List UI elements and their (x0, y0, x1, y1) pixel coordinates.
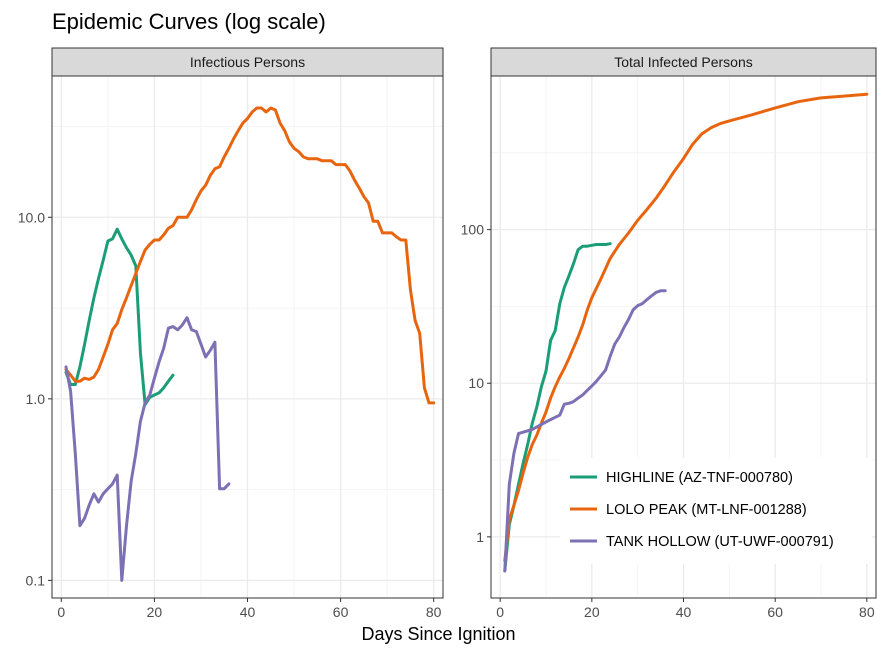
x-tick-label: 0 (496, 604, 504, 620)
series-line-lolo (503, 92, 869, 563)
series-line-tank (503, 289, 667, 573)
legend-background (560, 458, 872, 564)
x-tick-label: 40 (240, 604, 256, 620)
x-tick-label: 0 (57, 604, 65, 620)
legend: HIGHLINE (AZ-TNF-000780) LOLO PEAK (MT-LN… (560, 458, 872, 564)
y-tick-label: 1.0 (26, 391, 46, 407)
x-tick-label: 80 (859, 604, 875, 620)
x-tick-label: 60 (767, 604, 783, 620)
series-line-highline (64, 227, 175, 407)
legend-label: LOLO PEAK (MT-LNF-001288) (606, 502, 807, 518)
series-line-lolo (64, 106, 436, 405)
x-tick-label: 20 (584, 604, 600, 620)
chart-svg: Infectious Persons 0 20 40 60 80 0.1 1.0 10.0 To… (18, 47, 877, 620)
strip-title: Infectious Persons (190, 54, 305, 70)
strip-header (51, 47, 444, 77)
y-tick-label: 1 (476, 529, 484, 545)
y-tick-label: 0.1 (26, 572, 46, 588)
panel-infectious-persons: Infectious Persons 0 20 40 60 80 0.1 1.0 10.0 (18, 47, 444, 620)
x-tick-label: 80 (426, 604, 442, 620)
x-tick-label: 60 (333, 604, 349, 620)
chart-title: Epidemic Curves (log scale) (52, 9, 326, 34)
y-tick-label: 100 (461, 222, 485, 238)
legend-label: TANK HOLLOW (UT-UWF-000791) (606, 534, 834, 550)
strip-title: Total Infected Persons (614, 54, 753, 70)
strip-header (490, 47, 877, 77)
y-tick-label: 10 (468, 375, 484, 391)
legend-label: HIGHLINE (AZ-TNF-000780) (606, 470, 793, 486)
y-tick-label: 10.0 (18, 209, 45, 225)
series-line-highline (503, 242, 612, 573)
x-axis-label: Days Since Ignition (361, 624, 516, 644)
series-line-tank (64, 316, 231, 582)
x-tick-label: 40 (676, 604, 692, 620)
x-tick-label: 20 (147, 604, 163, 620)
